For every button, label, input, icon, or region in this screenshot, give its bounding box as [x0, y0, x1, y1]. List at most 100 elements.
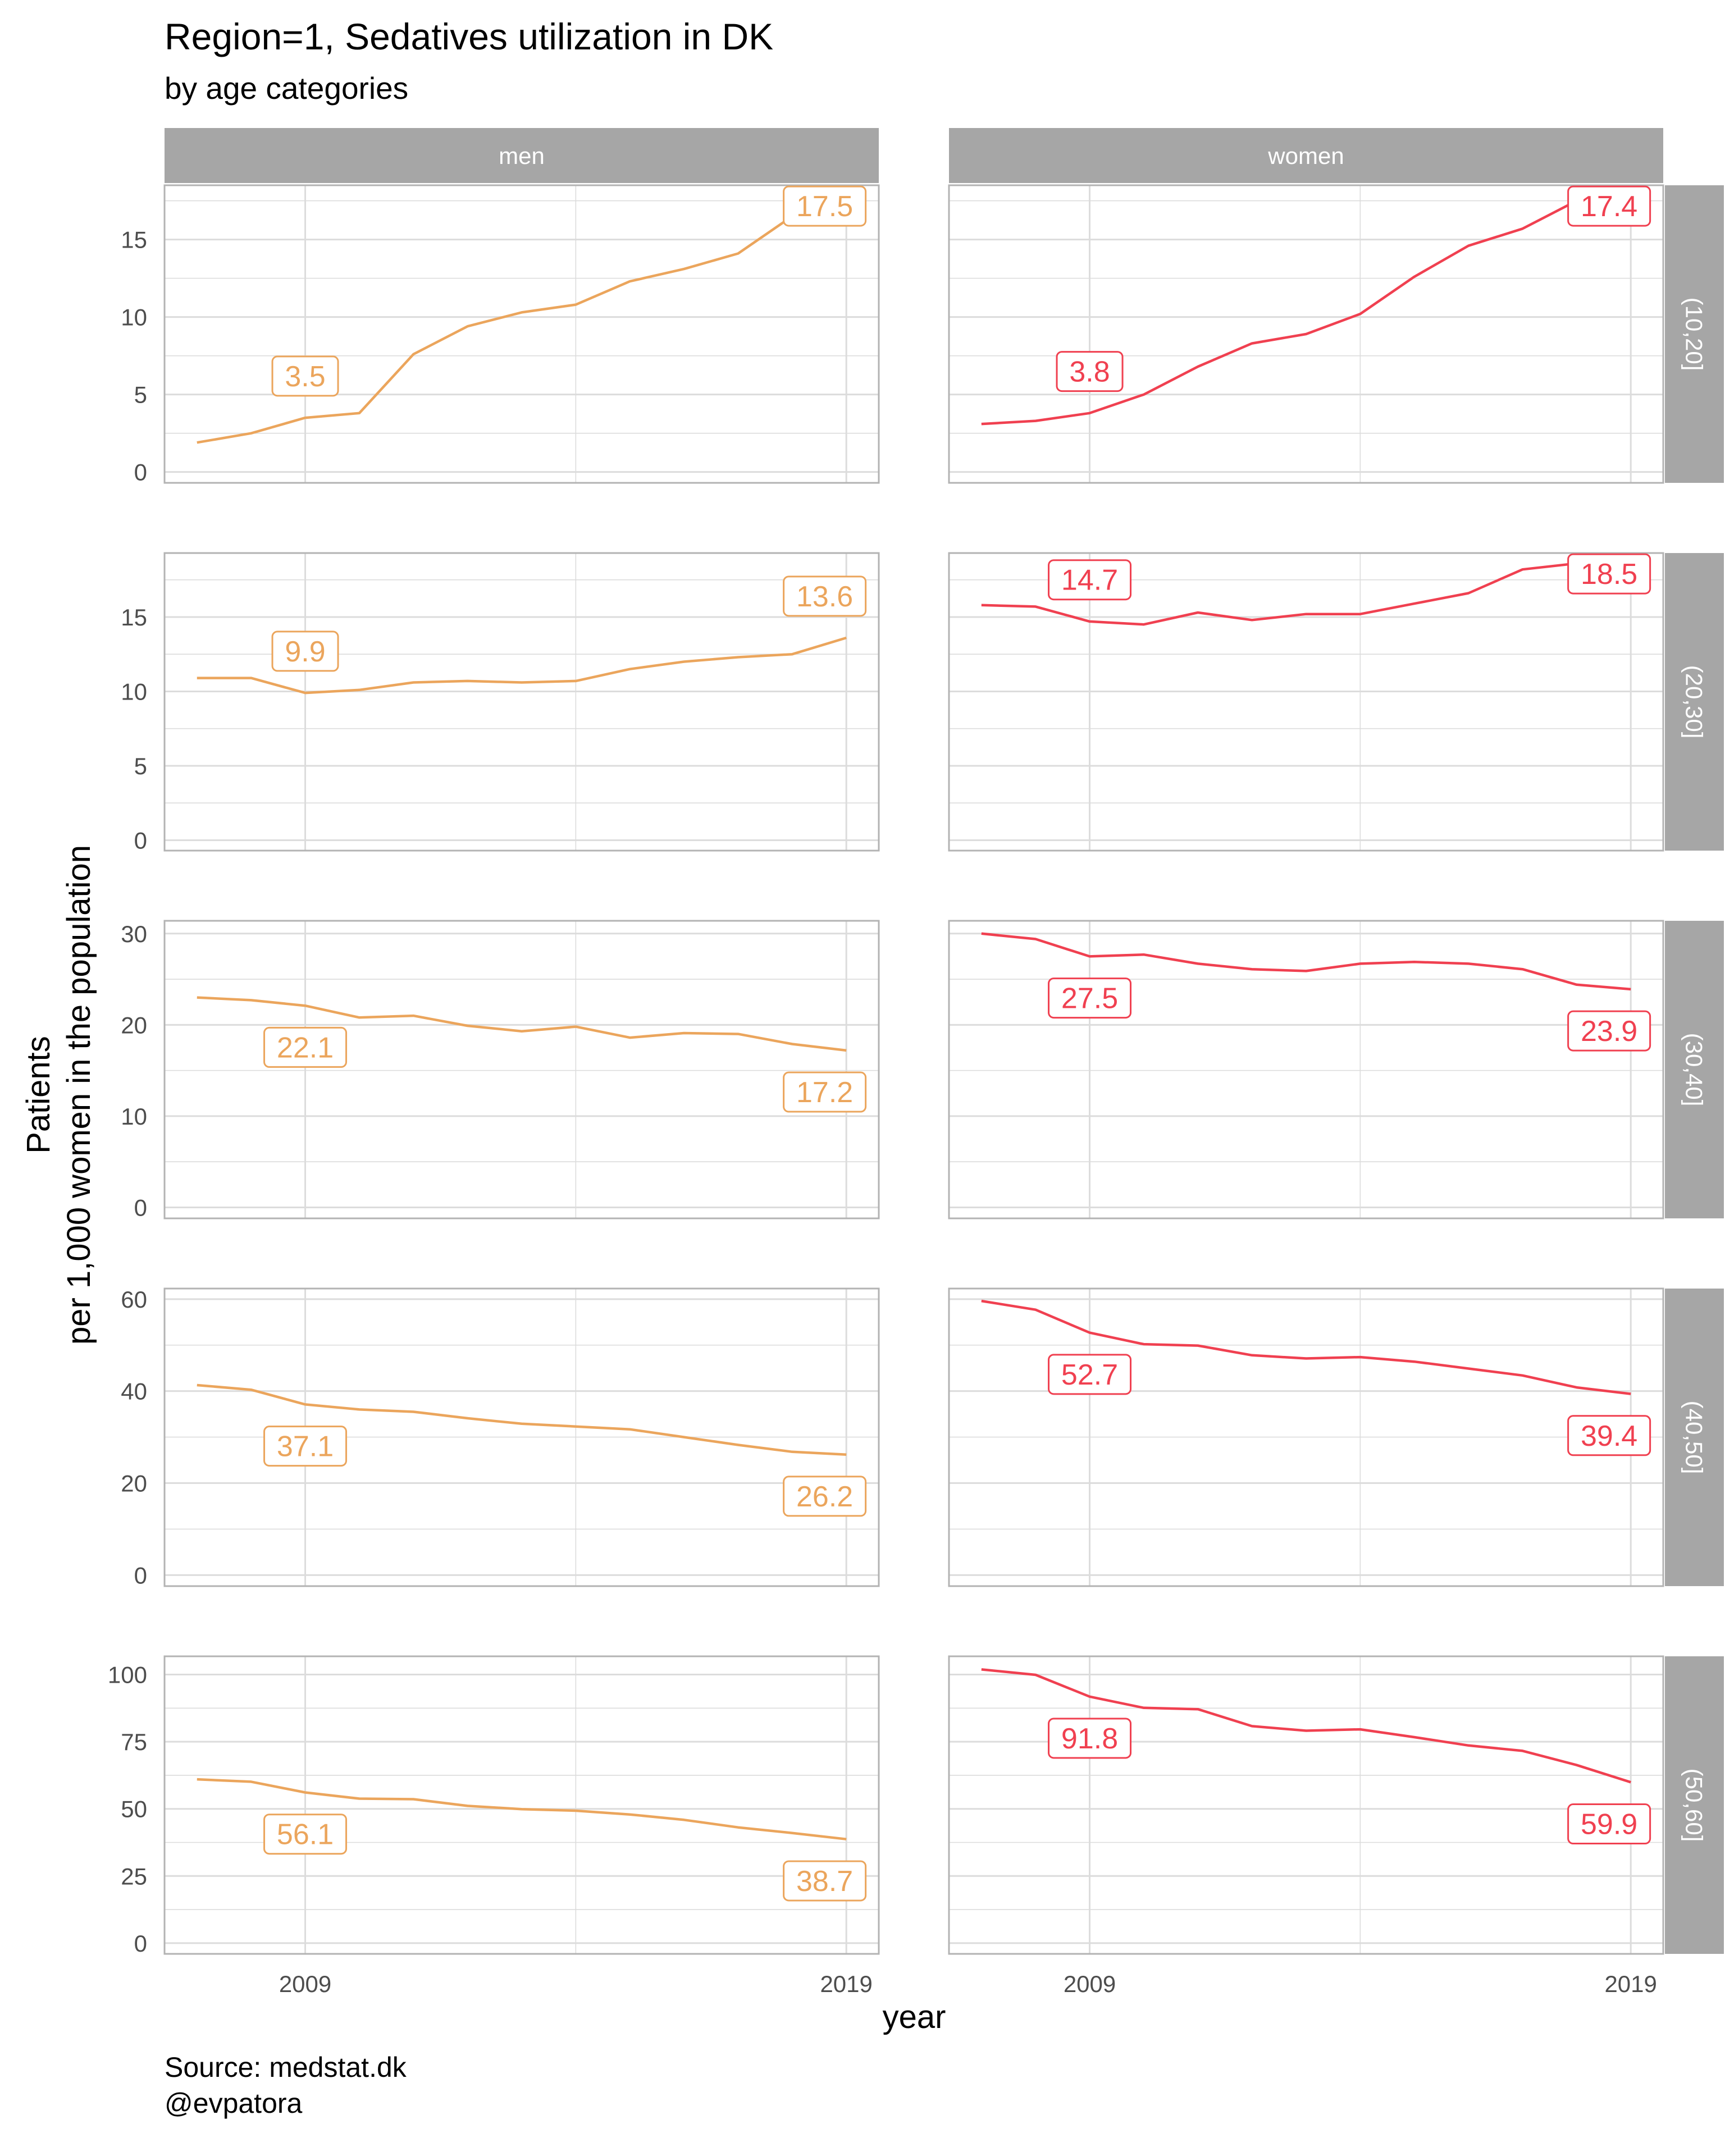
y-axis-title: Patients per 1,000 women in the populatio…	[20, 845, 97, 1345]
panel-men-2: 22.1 17.2	[163, 920, 880, 1219]
series-line-men	[197, 199, 847, 444]
panel-border	[948, 920, 1664, 1219]
panel-border	[163, 1655, 880, 1955]
data-label: 38.7	[796, 1865, 853, 1898]
panel-men-3: 37.1 26.2	[163, 1287, 880, 1587]
series-line-women	[981, 199, 1631, 426]
data-label-box	[1567, 1010, 1651, 1052]
series-line-men	[197, 636, 847, 695]
facet-strip-row-label: (40,50]	[1681, 1401, 1708, 1474]
panel-border	[163, 184, 880, 484]
data-label-box	[783, 1476, 867, 1517]
y-tick-label: 75	[121, 1729, 147, 1755]
panel-border	[948, 1287, 1664, 1587]
y-tick-label: 20	[121, 1012, 147, 1038]
facet-strip-men	[165, 128, 879, 183]
facet-strip-row-2	[1665, 921, 1724, 1218]
author-caption: @evpatora	[165, 2088, 303, 2119]
data-label-box	[783, 1860, 867, 1902]
facet-strip-row-label: (30,40]	[1681, 1033, 1708, 1107]
data-label: 18.5	[1581, 558, 1637, 591]
data-label-box	[783, 575, 867, 617]
facet-strip-row-3	[1665, 1289, 1724, 1586]
panel-border	[163, 1287, 880, 1587]
series-line-women	[981, 1668, 1631, 1784]
y-tick-label: 15	[121, 604, 147, 631]
facet-strip-row-label: (20,30]	[1681, 665, 1708, 739]
facet-strip-women	[949, 128, 1663, 183]
data-label: 3.5	[285, 360, 325, 393]
facet-strip-row-label: (10,20]	[1681, 298, 1708, 371]
x-tick-label: 2009	[1064, 1971, 1116, 1997]
panel-women-1: 14.7 18.5	[948, 552, 1664, 852]
source-caption: Source: medstat.dk	[165, 2052, 407, 2083]
panel-men-4: 56.1 38.7	[163, 1655, 880, 1955]
data-label-box	[271, 355, 339, 397]
chart-title: Region=1, Sedatives utilization in DK	[165, 16, 774, 57]
panel-men-1: 9.9 13.6	[163, 552, 880, 852]
data-label-box	[783, 185, 867, 227]
panel-women-2: 27.5 23.9	[948, 920, 1664, 1219]
data-label: 52.7	[1061, 1359, 1118, 1391]
x-axis-title: year	[883, 1999, 946, 2035]
facet-strip-row-0	[1665, 185, 1724, 483]
data-label: 37.1	[277, 1431, 334, 1463]
panel-border	[948, 184, 1664, 484]
facet-strip-label-women: women	[1267, 143, 1344, 169]
x-tick-label: 2019	[820, 1971, 872, 1997]
data-label: 17.4	[1581, 190, 1637, 223]
series-line-women	[981, 562, 1631, 626]
facet-strip-row-label: (50,60]	[1681, 1769, 1708, 1842]
y-tick-label: 5	[134, 382, 147, 408]
data-label: 59.9	[1581, 1808, 1637, 1841]
data-label-box	[1567, 1415, 1651, 1456]
y-tick-label: 40	[121, 1378, 147, 1405]
data-label: 56.1	[277, 1819, 334, 1851]
data-label-box	[1567, 553, 1651, 595]
data-label: 13.6	[796, 581, 853, 613]
panel-women-4: 91.8 59.9	[948, 1655, 1664, 1955]
data-label: 22.1	[277, 1031, 334, 1064]
data-label-box	[1048, 559, 1132, 601]
panel-border	[163, 920, 880, 1219]
data-label-box	[263, 1814, 348, 1855]
panel-border	[948, 552, 1664, 852]
series-line-men	[197, 1778, 847, 1840]
panel-border	[948, 1655, 1664, 1955]
y-tick-label: 50	[121, 1796, 147, 1822]
panel-women-0: 3.8 17.4	[948, 184, 1664, 484]
data-label: 39.4	[1581, 1420, 1637, 1452]
y-tick-label: 0	[134, 827, 147, 853]
y-tick-label: 0	[134, 1930, 147, 1957]
series-line-women	[981, 1299, 1631, 1395]
y-tick-label: 15	[121, 227, 147, 253]
data-label-box	[1048, 1354, 1132, 1395]
data-label-box	[263, 1026, 348, 1068]
y-axis-title-line: Patients	[20, 1036, 57, 1154]
y-tick-label: 10	[121, 678, 147, 705]
data-label: 26.2	[796, 1481, 853, 1513]
panel-border	[163, 552, 880, 852]
data-label-box	[263, 1426, 348, 1467]
series-line-women	[981, 932, 1631, 991]
data-label-box	[1048, 977, 1132, 1019]
y-tick-label: 0	[134, 1562, 147, 1588]
x-tick-label: 2019	[1604, 1971, 1656, 1997]
y-tick-label: 25	[121, 1863, 147, 1889]
data-label-box	[1567, 1803, 1651, 1845]
y-tick-label: 0	[134, 1194, 147, 1221]
y-tick-label: 0	[134, 459, 147, 486]
data-label: 17.5	[796, 190, 853, 223]
series-line-men	[197, 1383, 847, 1456]
data-label-box	[1056, 351, 1124, 392]
data-label: 91.8	[1061, 1723, 1118, 1755]
data-label-box	[783, 1071, 867, 1113]
data-label-box	[271, 631, 339, 672]
data-label: 23.9	[1581, 1015, 1637, 1048]
panel-women-3: 52.7 39.4	[948, 1287, 1664, 1587]
data-label: 3.8	[1069, 356, 1110, 389]
y-tick-label: 10	[121, 1103, 147, 1130]
data-label: 17.2	[796, 1076, 853, 1109]
y-tick-label: 100	[108, 1662, 147, 1688]
